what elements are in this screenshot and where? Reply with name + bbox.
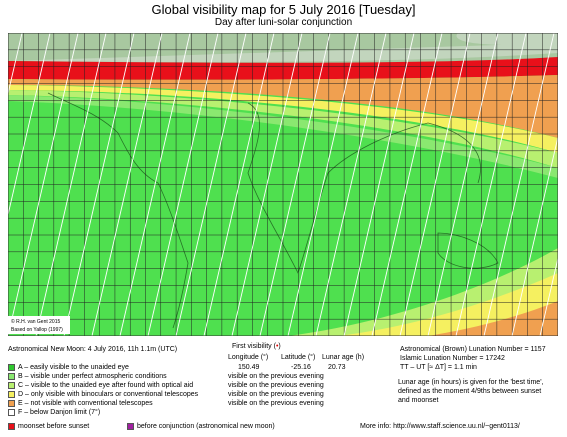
legend-item: E – not visible with conventional telesc… [18,400,153,407]
swatch [8,423,15,430]
swatch [8,400,15,407]
column-header: Lunar age (h) [322,354,365,361]
swatch [8,382,15,389]
grid-line [539,256,558,336]
note-line: and moonset [398,397,439,404]
note-line: Islamic Lunation Number = 17242 [400,355,505,362]
label: ) [278,343,281,350]
grid-line [455,33,527,336]
marker: • [275,343,279,350]
legend-item: A – easily visible to the unaided eye [18,364,129,371]
legend-item: B – visible under perfect atmospheric co… [18,373,167,380]
grid-line [511,134,558,336]
grid-line [8,33,79,336]
more-info: More info: http://www.staff.science.uu.n… [360,423,520,430]
grid-line [147,33,219,336]
value: 150.49 [238,364,260,371]
key: before conjunction (astronomical new moo… [137,423,275,430]
legend-note: visible on the previous evening [228,382,324,389]
credit: © R.H. van Gent 2015 [11,318,60,325]
legend-note: visible on the previous evening [228,400,324,407]
legend-note: visible on the previous evening [228,391,324,398]
legend-item: D – only visible with binoculars or conv… [18,391,199,398]
key: moonset before sunset [18,423,90,430]
note-line: TT – UT [≈ ΔT] = 1.1 min [400,364,477,371]
swatch [8,409,15,416]
swatch [127,423,134,430]
band-e-south [428,301,558,336]
grid-line [63,33,135,336]
first-visibility-label: First visibility (•) [232,342,281,351]
note-line: Lunar age (in hours) is given for the 'b… [398,379,544,386]
grid-line [399,33,471,336]
grid-line [35,33,107,336]
credit-box [8,316,70,334]
grid-line [371,33,443,336]
grid-line [91,33,163,336]
note-line: Astronomical (Brown) Lunation Number = 1… [400,346,546,353]
title: Global visibility map for 5 July 2016 [T… [151,2,416,17]
legend-item: F – below Danjon limit (7°) [18,409,101,416]
grid-line [8,33,51,217]
swatch [8,373,15,380]
grid-line [203,33,275,336]
grid-line [259,33,331,336]
value: -25.16 [291,364,311,371]
grid-line [483,33,555,336]
grid-line [287,33,359,336]
band-b [8,95,558,178]
grid-line [315,33,387,336]
grid-line [8,33,23,96]
grid [8,33,558,336]
column-header: Latitude (°) [281,354,316,361]
swatch [8,364,15,371]
grid-line [343,33,415,336]
credit: Based on Yallop (1997) [11,327,63,333]
column-header: Longitude (°) [228,354,269,361]
grid-line [175,33,247,336]
swatch [8,391,15,398]
grid-line [231,33,303,336]
map: © R.H. van Gent 2015 Based on Yallop (19… [8,33,558,336]
value: 20.73 [328,364,346,371]
legend-note: visible on the previous evening [228,373,324,380]
new-moon: Astronomical New Moon: 4 July 2016, 11h … [8,346,178,353]
legend-item: C – visible to the unaided eye after fou… [18,382,194,389]
grid-line [119,33,191,336]
label: First visibility ( [232,343,276,350]
grid-line [427,33,499,336]
note-line: defined as the moment 4/9ths between sun… [398,388,542,395]
subtitle: Day after luni-solar conjunction [214,17,353,28]
